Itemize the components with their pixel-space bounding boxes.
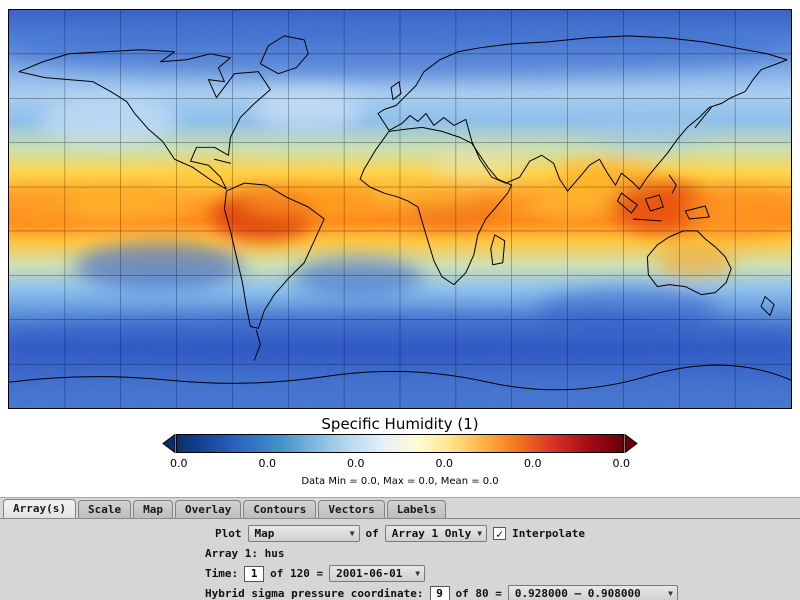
tab-arrays[interactable]: Array(s)	[3, 499, 76, 518]
tab-scale[interactable]: Scale	[77, 500, 132, 518]
chevron-down-icon: ▼	[349, 529, 355, 538]
array-select[interactable]: Array 1 Only ▼	[384, 525, 488, 542]
tab-vectors[interactable]: Vectors	[318, 500, 385, 518]
level-of-label: of 80 =	[455, 587, 502, 600]
colorbar	[176, 434, 624, 453]
tick-label: 0.0	[347, 457, 365, 470]
level-value-select[interactable]: 0.928000 — 0.908000 ▼	[507, 585, 678, 600]
tick-label: 0.0	[612, 457, 631, 470]
interpolate-label: Interpolate	[512, 527, 585, 540]
level-label: Hybrid sigma pressure coordinate:	[205, 587, 424, 600]
tab-map[interactable]: Map	[133, 500, 173, 518]
array-info-label: Array 1: hus	[205, 547, 285, 560]
time-of-label: of 120 =	[270, 567, 324, 580]
interpolate-checkbox[interactable]	[493, 527, 507, 540]
humidity-map	[9, 10, 791, 408]
tick-label: 0.0	[524, 457, 542, 470]
time-value-select[interactable]: 2001-06-01 ▼	[329, 565, 426, 582]
chevron-down-icon: ▼	[668, 589, 673, 598]
map-graticule	[9, 10, 791, 408]
chevron-down-icon: ▼	[415, 569, 421, 578]
time-index-field[interactable]	[244, 565, 265, 582]
plot-title: Specific Humidity (1)	[321, 415, 479, 433]
time-label: Time:	[205, 567, 239, 580]
arrays-tab-content: Plot Map ▼ of Array 1 Only ▼ Interpolate…	[0, 524, 800, 600]
colorbar-right-arrow	[624, 434, 638, 453]
data-stats-line: Data Min = 0.0, Max = 0.0, Mean = 0.0	[301, 476, 499, 487]
tab-contours[interactable]: Contours	[243, 500, 317, 518]
plot-type-select[interactable]: Map ▼	[247, 525, 360, 542]
tick-label: 0.0	[170, 457, 188, 470]
tab-labels[interactable]: Labels	[386, 500, 447, 518]
tab-bar: Array(s) Scale Map Overlay Contours Vect…	[0, 498, 800, 519]
coastlines	[9, 35, 791, 391]
plot-label: Plot	[215, 527, 242, 540]
level-index-field[interactable]	[429, 585, 450, 600]
of-label: of	[365, 527, 379, 540]
colorbar-tick-labels: 0.0 0.0 0.0 0.0 0.0 0.0	[164, 457, 636, 470]
colorbar-left-arrow	[162, 434, 176, 453]
tab-overlay[interactable]: Overlay	[174, 500, 242, 518]
map-plot-frame	[8, 9, 792, 409]
tick-label: 0.0	[435, 457, 454, 470]
control-panel: Array(s) Scale Map Overlay Contours Vect…	[0, 497, 800, 600]
tick-label: 0.0	[258, 457, 277, 470]
colorbar-row	[162, 434, 638, 453]
chevron-down-icon: ▼	[477, 529, 483, 538]
